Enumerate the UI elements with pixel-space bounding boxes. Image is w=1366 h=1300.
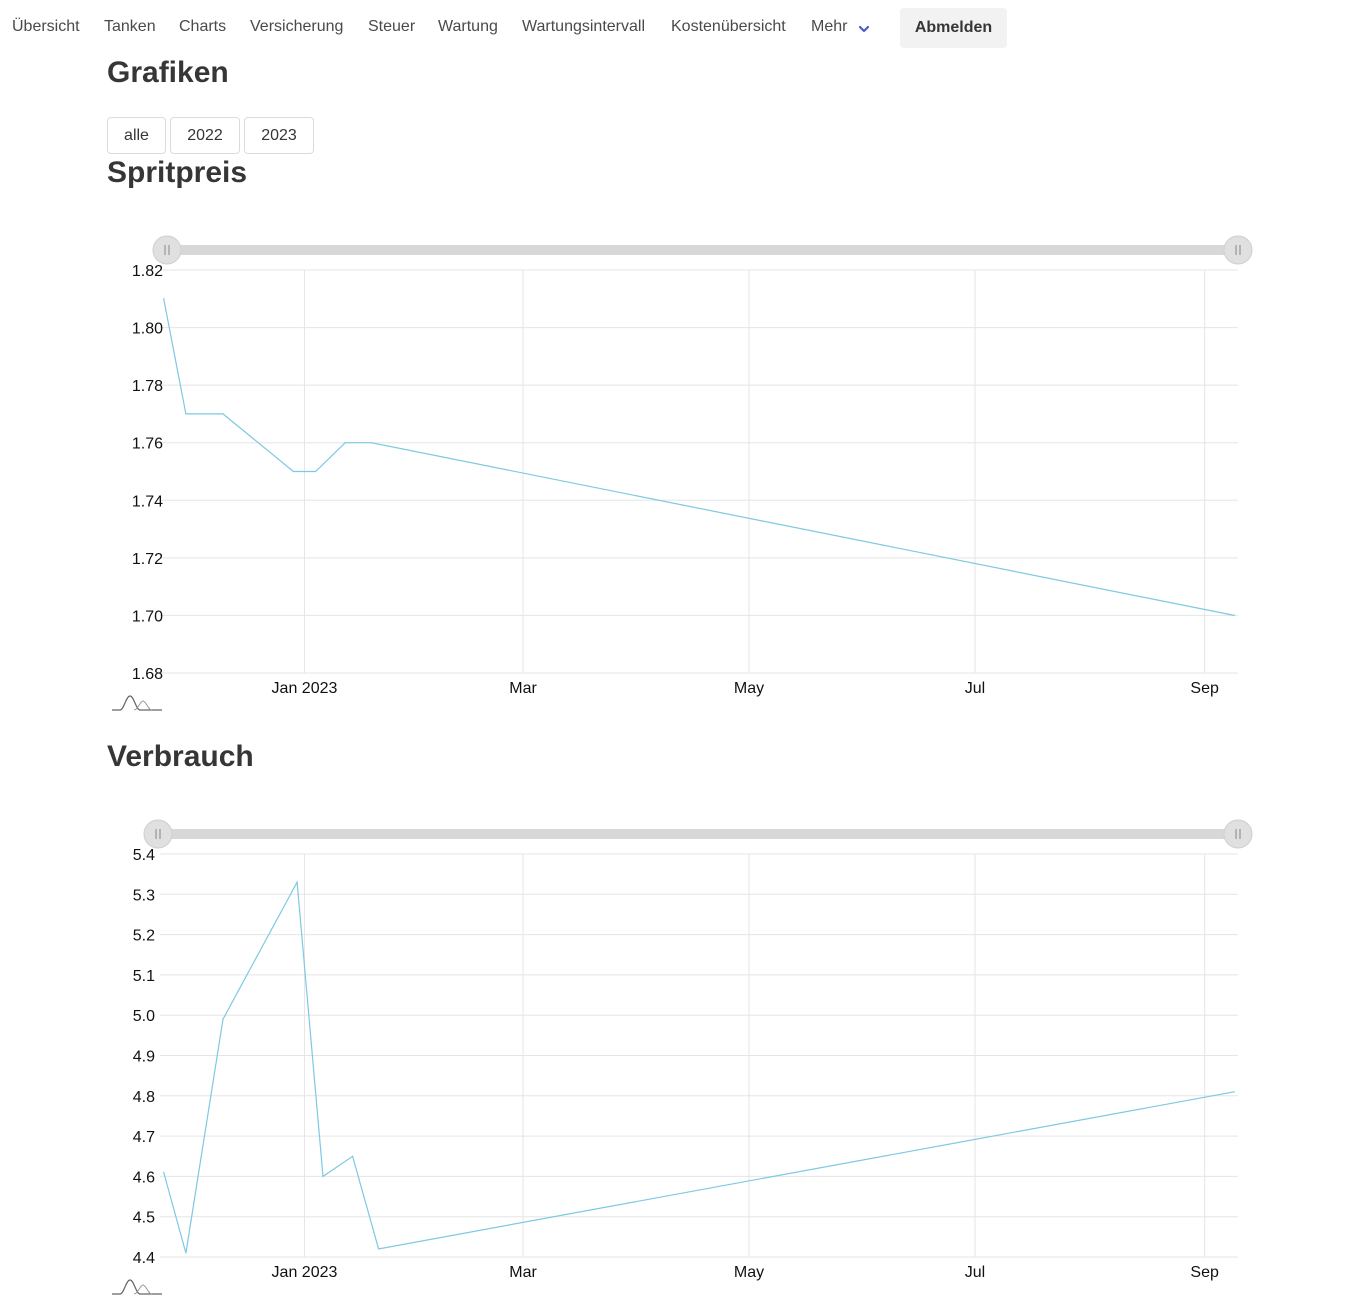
range-slider-end-handle[interactable] [1223, 235, 1253, 265]
data-point [352, 1155, 354, 1157]
slider-handle-circle [1223, 819, 1253, 849]
logout-button[interactable]: Abmelden [900, 8, 1007, 48]
filter-button-2022[interactable]: 2022 [170, 117, 240, 154]
y-tick-label: 5.1 [133, 968, 155, 985]
data-point [163, 298, 165, 300]
data-point [185, 1252, 187, 1254]
y-tick-label: 1.74 [132, 493, 163, 510]
slider-handle-circle [152, 235, 182, 265]
range-slider-start-handle[interactable] [143, 819, 173, 849]
toggle-curve [112, 695, 162, 711]
y-tick-label: 1.76 [132, 436, 163, 453]
data-point [1233, 1091, 1235, 1093]
x-tick-label: May [734, 1264, 764, 1281]
toggle-curve [133, 1284, 153, 1295]
x-tick-label: Jul [965, 1264, 985, 1281]
data-point [163, 1171, 165, 1173]
top-navbar: Übersicht Tanken Charts Versicherung Ste… [0, 0, 1366, 56]
y-tick-label: 1.72 [132, 551, 163, 568]
x-tick-label: Sep [1190, 1264, 1219, 1281]
data-point [222, 1018, 224, 1020]
nav-item-wartungsintervall[interactable]: Wartungsintervall [522, 18, 646, 35]
x-tick-label: Jul [965, 680, 985, 697]
data-point [222, 413, 224, 415]
x-tick-label: Mar [509, 1264, 537, 1281]
nav-item-uebersicht[interactable]: Übersicht [12, 18, 80, 35]
nav-item-mehr[interactable]: Mehr [811, 18, 848, 35]
chart-title: Verbrauch [107, 740, 254, 773]
data-point [370, 442, 372, 444]
filter-button-2023[interactable]: 2023 [244, 117, 314, 154]
y-tick-label: 5.2 [133, 928, 155, 945]
y-tick-label: 1.68 [132, 666, 163, 683]
nav-item-charts[interactable]: Charts [179, 18, 227, 35]
y-tick-label: 4.6 [133, 1169, 155, 1186]
y-tick-label: 1.78 [132, 378, 163, 395]
y-tick-label: 1.80 [132, 321, 163, 338]
y-tick-label: 4.4 [133, 1250, 155, 1267]
x-tick-label: Sep [1190, 680, 1219, 697]
data-point [185, 413, 187, 415]
y-tick-label: 5.3 [133, 887, 155, 904]
verbrauch-chart: 5.4 5.3 5.2 5.1 5.0 4.9 4.8 4.7 4.6 4.5 4.4 Jan 202… [112, 819, 1253, 1295]
nav-item-versicherung[interactable]: Versicherung [250, 18, 344, 35]
data-point [377, 1248, 380, 1250]
data-point [292, 470, 294, 473]
data-point [314, 470, 317, 473]
data-point [1233, 614, 1235, 617]
chart-toggle-icon [112, 1279, 162, 1295]
y-tick-label: 5.0 [133, 1008, 155, 1025]
data-point [344, 442, 346, 444]
nav-item-kostenuebersicht[interactable]: Kostenübersicht [671, 18, 786, 35]
slider-handle-circle [143, 819, 173, 849]
y-tick-label: 4.8 [133, 1089, 155, 1106]
range-slider-start-handle[interactable] [152, 235, 182, 265]
y-tick-label: 1.70 [132, 608, 163, 625]
chart-title: Spritpreis [107, 156, 248, 189]
x-tick-label: Jan 2023 [272, 1264, 338, 1281]
toggle-curve [112, 1279, 162, 1295]
series-line [163, 880, 1235, 1254]
chart-toggle-icon [112, 695, 162, 711]
x-tick-label: Mar [509, 680, 537, 697]
nav-item-tanken[interactable]: Tanken [104, 18, 156, 35]
data-point [322, 1175, 324, 1177]
y-tick-label: 5.4 [133, 847, 155, 864]
toggle-curve [133, 700, 153, 711]
x-tick-label: Jan 2023 [272, 680, 338, 697]
slider-handle-circle [1223, 235, 1253, 265]
data-point [296, 881, 298, 883]
nav-item-steuer[interactable]: Steuer [368, 18, 416, 35]
x-tick-label: May [734, 680, 764, 697]
y-tick-label: 4.5 [133, 1210, 155, 1227]
chevron-down-icon[interactable] [857, 22, 871, 36]
range-slider-end-handle[interactable] [1223, 819, 1253, 849]
y-tick-label: 4.7 [133, 1129, 155, 1146]
y-tick-label: 1.82 [132, 263, 163, 280]
filter-button-alle[interactable]: alle [107, 117, 166, 154]
nav-item-wartung[interactable]: Wartung [438, 18, 498, 35]
series-line [163, 298, 1235, 616]
y-tick-label: 4.9 [133, 1049, 155, 1066]
spritpreis-chart: 1.82 1.80 1.78 1.76 1.74 1.72 1.70 1.68 Jan 2023… [112, 235, 1253, 711]
page-title: Grafiken [107, 56, 229, 89]
